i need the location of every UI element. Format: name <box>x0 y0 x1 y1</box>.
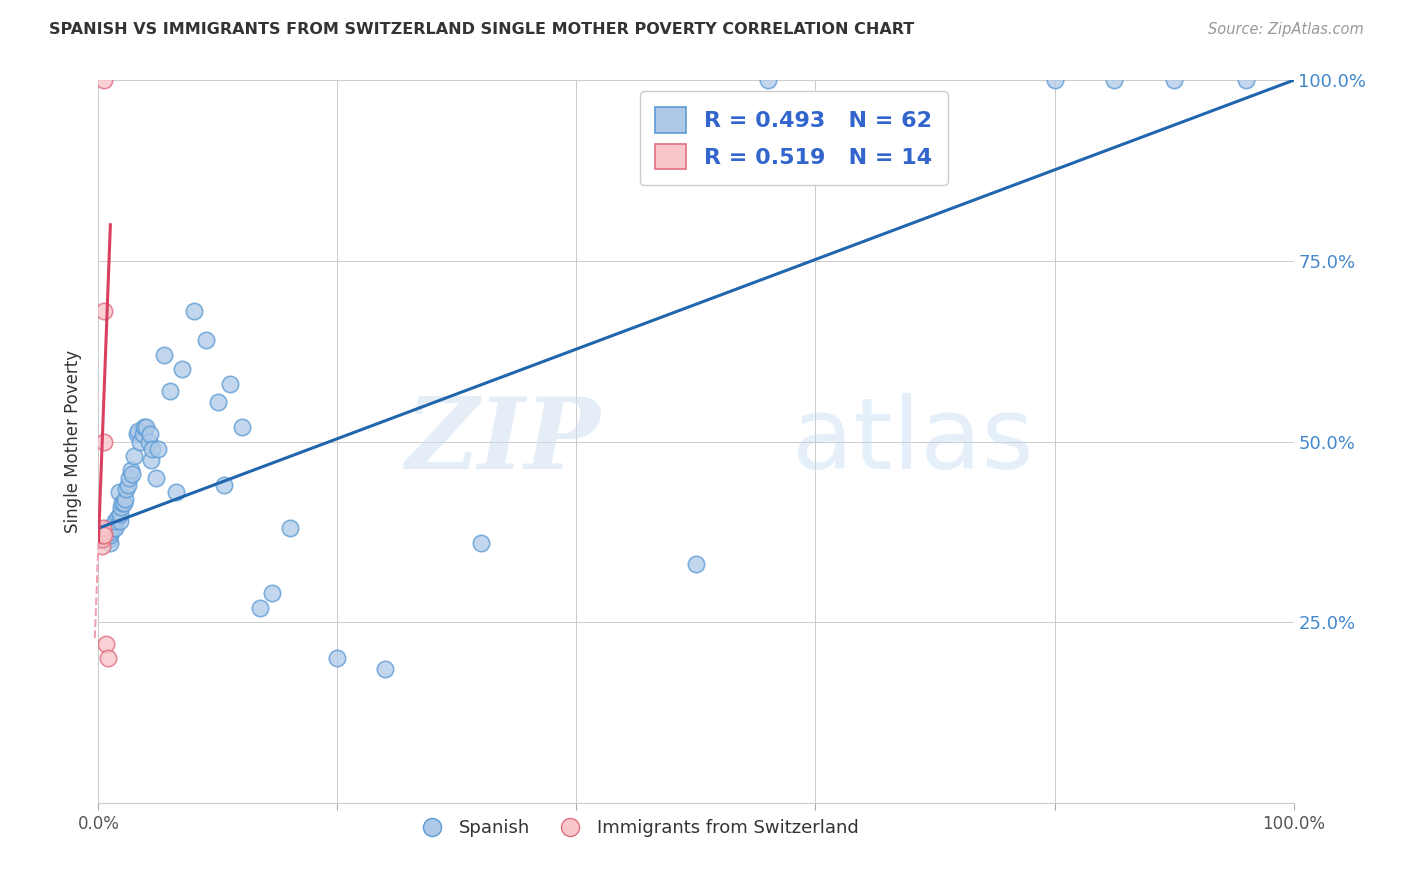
Point <box>111 496 134 510</box>
Point <box>139 427 162 442</box>
Point <box>104 514 127 528</box>
Point <box>1104 73 1126 87</box>
Point <box>90 524 112 539</box>
Point <box>141 442 163 456</box>
Point <box>93 528 115 542</box>
Point <box>93 73 115 87</box>
Point <box>93 304 115 318</box>
Point <box>219 376 242 391</box>
Point <box>148 442 170 456</box>
Point <box>98 528 122 542</box>
Point <box>129 434 152 449</box>
Point <box>112 496 135 510</box>
Point <box>98 532 121 546</box>
Point <box>115 482 138 496</box>
Point <box>470 535 492 549</box>
Point <box>97 651 120 665</box>
Point <box>91 528 114 542</box>
Point <box>249 600 271 615</box>
Point <box>110 500 132 514</box>
Text: atlas: atlas <box>792 393 1033 490</box>
Point <box>685 558 707 572</box>
Point <box>231 420 253 434</box>
Point <box>1043 73 1066 87</box>
Point <box>172 362 194 376</box>
Point <box>108 514 131 528</box>
Point <box>97 521 120 535</box>
Y-axis label: Single Mother Poverty: Single Mother Poverty <box>65 350 83 533</box>
Point <box>120 463 142 477</box>
Point <box>1234 73 1257 87</box>
Point <box>374 662 396 676</box>
Legend: Spanish, Immigrants from Switzerland: Spanish, Immigrants from Switzerland <box>406 812 866 845</box>
Point <box>125 427 148 442</box>
Point <box>183 304 205 318</box>
Point <box>98 528 121 542</box>
Point <box>153 348 176 362</box>
Point <box>118 470 141 484</box>
Point <box>278 521 301 535</box>
Point <box>107 485 129 500</box>
Point <box>132 420 155 434</box>
Point <box>114 492 136 507</box>
Point <box>207 394 229 409</box>
Point <box>260 586 283 600</box>
Point <box>94 637 117 651</box>
Point <box>108 507 131 521</box>
Point <box>756 73 779 87</box>
Point <box>1163 73 1185 87</box>
Point <box>131 427 153 442</box>
Point <box>91 521 114 535</box>
Point <box>121 467 143 481</box>
Text: SPANISH VS IMMIGRANTS FROM SWITZERLAND SINGLE MOTHER POVERTY CORRELATION CHART: SPANISH VS IMMIGRANTS FROM SWITZERLAND S… <box>49 22 914 37</box>
Point <box>135 420 157 434</box>
Point <box>159 384 181 398</box>
Point <box>91 524 114 539</box>
Text: Source: ZipAtlas.com: Source: ZipAtlas.com <box>1208 22 1364 37</box>
Point <box>98 524 122 539</box>
Point <box>101 521 124 535</box>
Point <box>93 434 115 449</box>
Point <box>104 521 127 535</box>
Point <box>98 521 122 535</box>
Point <box>96 528 118 542</box>
Point <box>195 334 218 348</box>
Point <box>165 485 187 500</box>
Point <box>127 424 149 438</box>
Point <box>138 434 160 449</box>
Point <box>97 524 120 539</box>
Point <box>103 517 125 532</box>
Point <box>145 470 167 484</box>
Point <box>91 528 114 542</box>
Point <box>93 532 115 546</box>
Point <box>326 651 349 665</box>
Point <box>91 539 114 553</box>
Point <box>124 449 146 463</box>
Point <box>91 532 114 546</box>
Point <box>107 510 129 524</box>
Point <box>139 452 162 467</box>
Point <box>98 535 122 549</box>
Point <box>212 478 235 492</box>
Point <box>90 532 112 546</box>
Text: ZIP: ZIP <box>405 393 600 490</box>
Point <box>117 478 139 492</box>
